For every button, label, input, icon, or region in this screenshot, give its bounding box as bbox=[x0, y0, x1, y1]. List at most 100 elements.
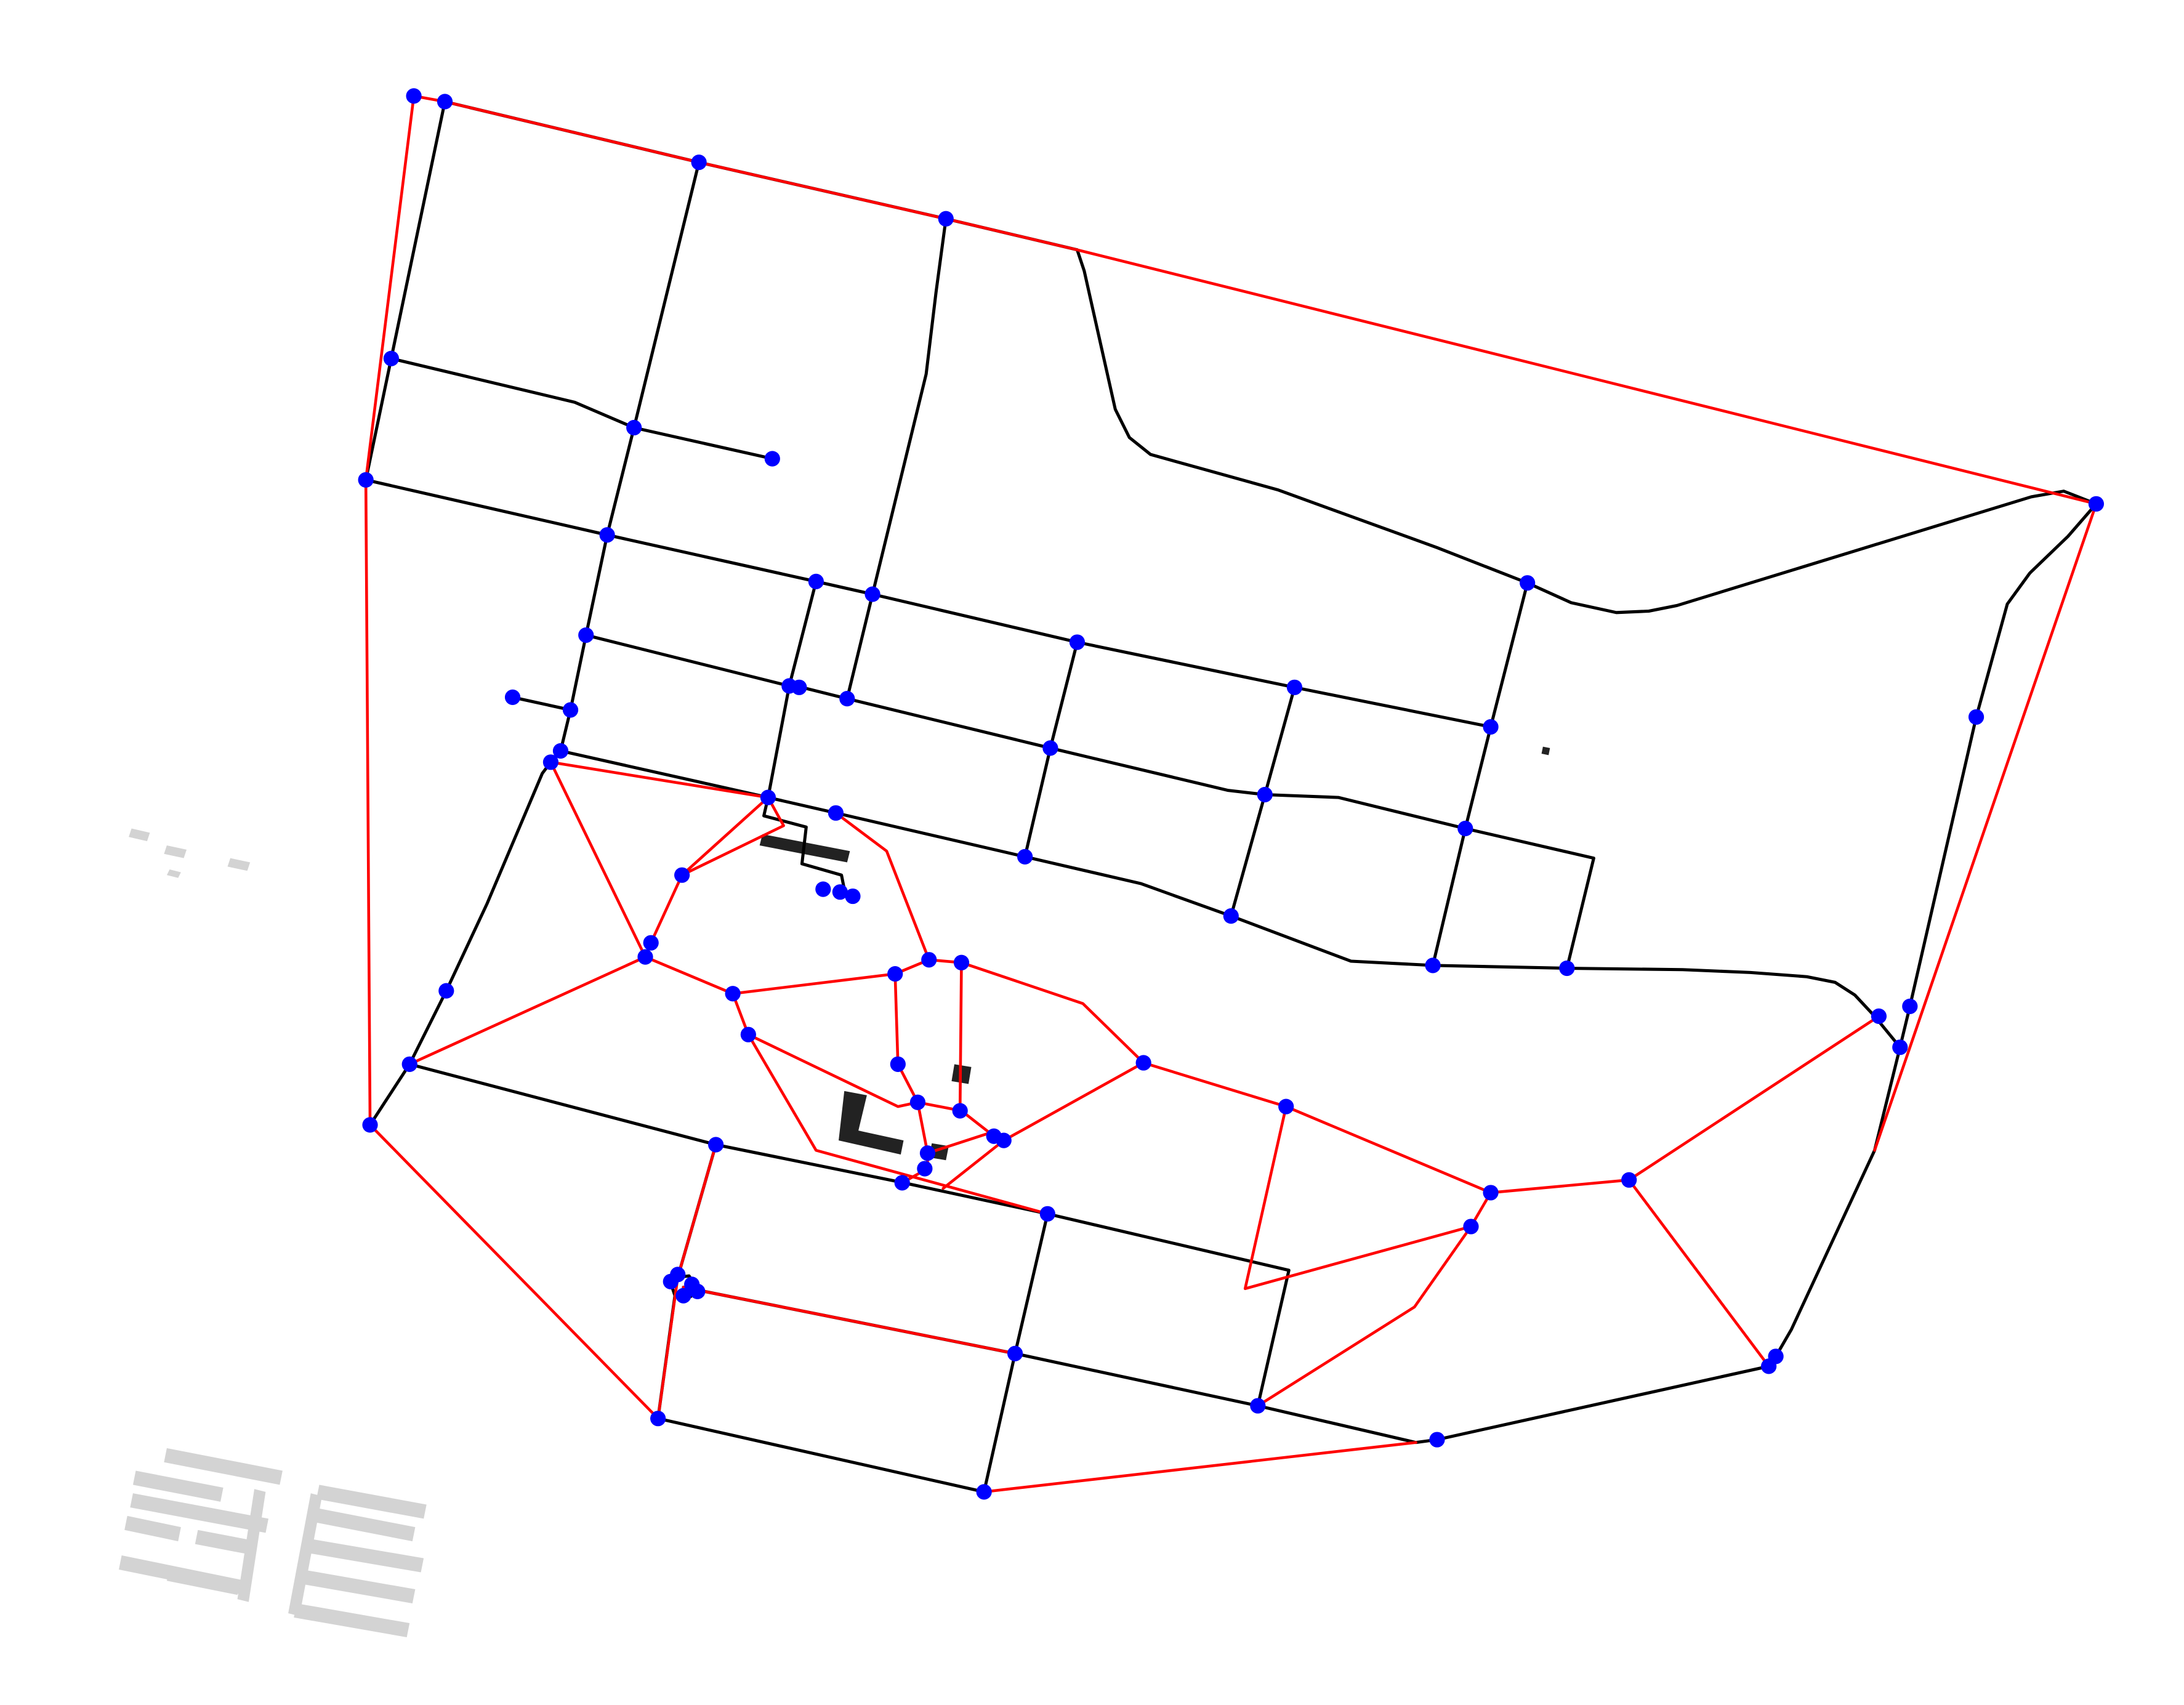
graph-node bbox=[2088, 496, 2105, 512]
graph-node bbox=[663, 1273, 679, 1289]
graph-node bbox=[938, 211, 954, 227]
road-segment bbox=[845, 217, 948, 701]
overlay-edge bbox=[941, 1139, 1005, 1190]
overlay-edge bbox=[982, 1441, 1417, 1494]
road-segment bbox=[1435, 1355, 1778, 1441]
building-footprint bbox=[166, 869, 181, 878]
building-footprint bbox=[1541, 746, 1550, 756]
graph-node bbox=[578, 627, 594, 643]
overlay-edge bbox=[408, 955, 750, 1066]
building-footprint bbox=[164, 1448, 283, 1485]
graph-node bbox=[894, 1175, 910, 1191]
graph-node bbox=[887, 966, 903, 982]
graph-node bbox=[839, 691, 855, 707]
graph-node bbox=[815, 881, 831, 897]
overlay-edge bbox=[680, 796, 785, 877]
graph-node bbox=[690, 1283, 706, 1299]
graph-node bbox=[406, 88, 422, 104]
building-footprints-light bbox=[119, 828, 427, 1637]
building-footprint bbox=[237, 1489, 266, 1602]
graph-node bbox=[1621, 1172, 1637, 1188]
overlay-edge bbox=[1873, 502, 2098, 1152]
road-segment bbox=[558, 749, 1902, 1049]
graph-node bbox=[808, 573, 824, 590]
graph-node bbox=[1425, 957, 1441, 973]
graph-nodes bbox=[358, 88, 2105, 1500]
graph-node bbox=[1483, 719, 1499, 735]
graph-node bbox=[552, 743, 569, 759]
overlay-edge bbox=[747, 1033, 929, 1185]
graph-node bbox=[760, 789, 776, 805]
road-segment bbox=[1774, 502, 2098, 1358]
building-footprint bbox=[164, 845, 187, 858]
graph-node bbox=[438, 983, 454, 999]
overlay-edge bbox=[364, 94, 416, 482]
road-segment bbox=[762, 796, 846, 891]
graph-node bbox=[1278, 1098, 1294, 1114]
graph-node bbox=[362, 1117, 378, 1133]
overlay-edge bbox=[682, 1286, 1017, 1355]
graph-node bbox=[1039, 1206, 1055, 1222]
road-segment bbox=[1075, 248, 2098, 615]
graph-node bbox=[383, 350, 400, 366]
graph-node bbox=[828, 805, 844, 821]
graph-node bbox=[832, 884, 848, 900]
road-segment bbox=[1431, 581, 1529, 967]
graph-node bbox=[864, 586, 880, 602]
graph-node bbox=[650, 1411, 666, 1427]
building-footprint bbox=[288, 1493, 323, 1616]
overlay-edge bbox=[958, 961, 963, 1113]
graph-node bbox=[626, 419, 642, 436]
graph-node bbox=[1761, 1358, 1777, 1374]
graph-node bbox=[675, 1288, 691, 1304]
graph-node bbox=[1017, 848, 1033, 865]
road-network-black bbox=[364, 100, 2098, 1494]
graph-node bbox=[1223, 908, 1239, 924]
graph-node bbox=[1892, 1039, 1908, 1055]
building-footprint bbox=[310, 1507, 416, 1542]
road-segment bbox=[364, 100, 447, 482]
road-segment bbox=[656, 1417, 986, 1494]
road-segment bbox=[389, 357, 774, 461]
road-segment bbox=[558, 161, 701, 752]
road-segment bbox=[408, 760, 552, 1066]
graph-node bbox=[1968, 709, 1985, 725]
road-segment bbox=[511, 695, 573, 712]
graph-node bbox=[1007, 1345, 1023, 1361]
graph-node bbox=[1257, 786, 1273, 803]
graph-node bbox=[791, 679, 807, 695]
graph-node bbox=[953, 954, 970, 970]
graph-node bbox=[643, 935, 659, 951]
graph-node bbox=[401, 1056, 417, 1072]
building-footprint bbox=[130, 1493, 268, 1533]
graph-node bbox=[1069, 634, 1086, 650]
overlay-edge bbox=[549, 760, 770, 959]
graph-node bbox=[1902, 998, 1918, 1014]
graph-node bbox=[976, 1484, 992, 1500]
graph-node bbox=[764, 451, 780, 467]
building-footprint bbox=[227, 858, 251, 871]
overlay-edge bbox=[893, 972, 996, 1138]
graph-node bbox=[674, 867, 690, 883]
graph-node bbox=[952, 1103, 968, 1119]
graph-node bbox=[845, 888, 861, 905]
graph-node bbox=[890, 1056, 906, 1072]
graph-node bbox=[740, 1026, 756, 1042]
graph-node bbox=[725, 986, 741, 1002]
building-footprint bbox=[129, 828, 150, 842]
graph-node bbox=[708, 1137, 724, 1153]
graph-node bbox=[1429, 1432, 1445, 1448]
road-segment bbox=[368, 1062, 411, 1127]
building-footprint bbox=[305, 1538, 424, 1573]
graph-node bbox=[691, 154, 707, 171]
overlay-edge bbox=[747, 1033, 1049, 1215]
graph-node bbox=[921, 952, 937, 968]
overlay-edge bbox=[364, 478, 372, 1127]
building-footprint bbox=[316, 1485, 427, 1519]
graph-node bbox=[1559, 960, 1575, 977]
overlay-edge bbox=[1627, 1179, 1770, 1368]
graph-node bbox=[599, 527, 615, 543]
building-footprint bbox=[132, 1470, 224, 1502]
